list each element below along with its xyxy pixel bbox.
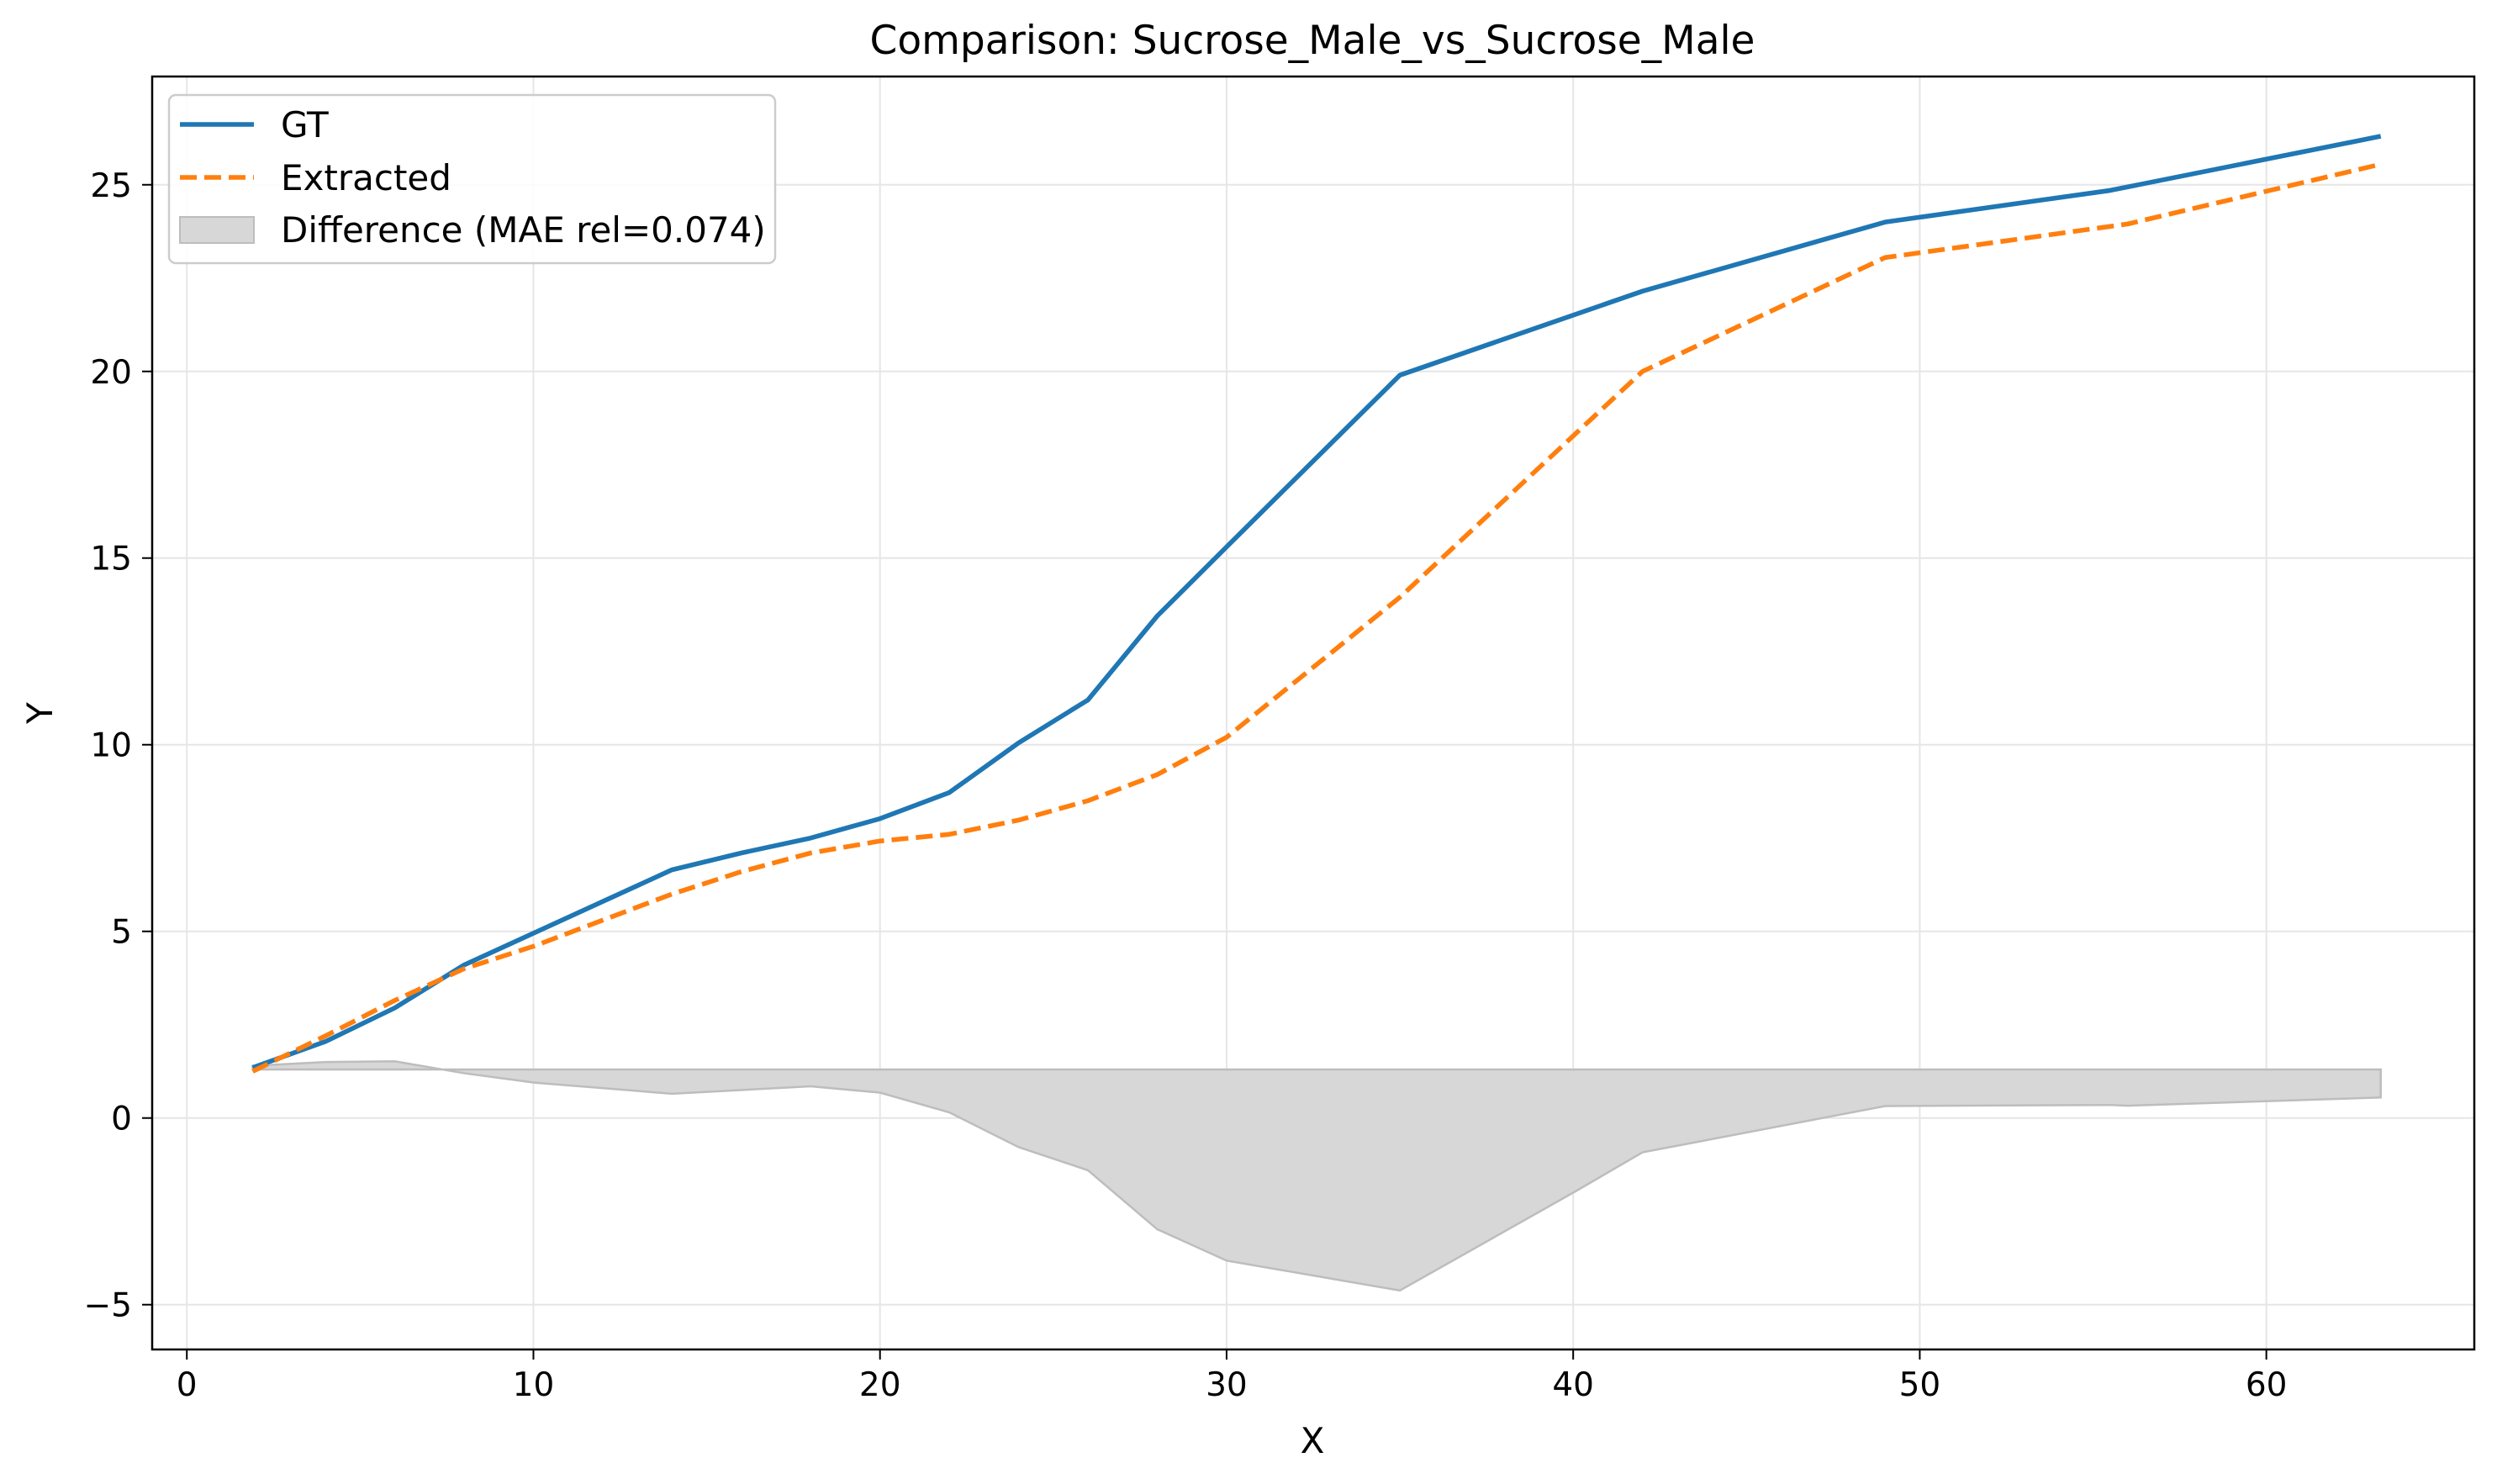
legend-label-extracted: Extracted (281, 157, 451, 198)
y-tick-label: 0 (111, 1101, 132, 1138)
x-tick-label: 0 (177, 1366, 198, 1404)
legend-box (167, 93, 777, 265)
legend: GT Extracted Difference (MAE rel=0.074) (167, 93, 777, 265)
chart-title: Comparison: Sucrose_Male_vs_Sucrose_Male (870, 18, 1755, 64)
gt-series-line (251, 134, 2382, 1070)
x-axis-label: X (1301, 1420, 1325, 1461)
extracted-series-line (251, 161, 2382, 1074)
y-tick-label: 5 (111, 914, 132, 952)
grid-lines (152, 77, 2474, 1349)
y-tick-label: 20 (90, 354, 132, 392)
plot-frame (150, 75, 2476, 1351)
difference-area (251, 1059, 2382, 1292)
x-tick-label: 10 (513, 1366, 555, 1404)
x-tick-label: 20 (859, 1366, 901, 1404)
axis-ticks: 0 10 20 30 40 50 60 −5 0 5 10 15 20 25 (84, 167, 2288, 1404)
x-tick-label: 40 (1552, 1366, 1594, 1404)
y-axis-label: Y (19, 702, 61, 725)
legend-swatch-difference (179, 216, 255, 244)
y-tick-label: −5 (84, 1287, 133, 1325)
y-tick-label: 10 (90, 727, 132, 765)
difference-area-layer (251, 1059, 2382, 1292)
series-lines-layer (251, 134, 2382, 1074)
y-tick-label: 15 (90, 541, 132, 578)
x-tick-label: 30 (1206, 1366, 1248, 1404)
legend-label-difference: Difference (MAE rel=0.074) (281, 209, 766, 251)
legend-label-gt: GT (281, 104, 329, 145)
x-tick-label: 60 (2246, 1366, 2288, 1404)
y-tick-label: 25 (90, 167, 132, 205)
x-tick-label: 50 (1899, 1366, 1941, 1404)
